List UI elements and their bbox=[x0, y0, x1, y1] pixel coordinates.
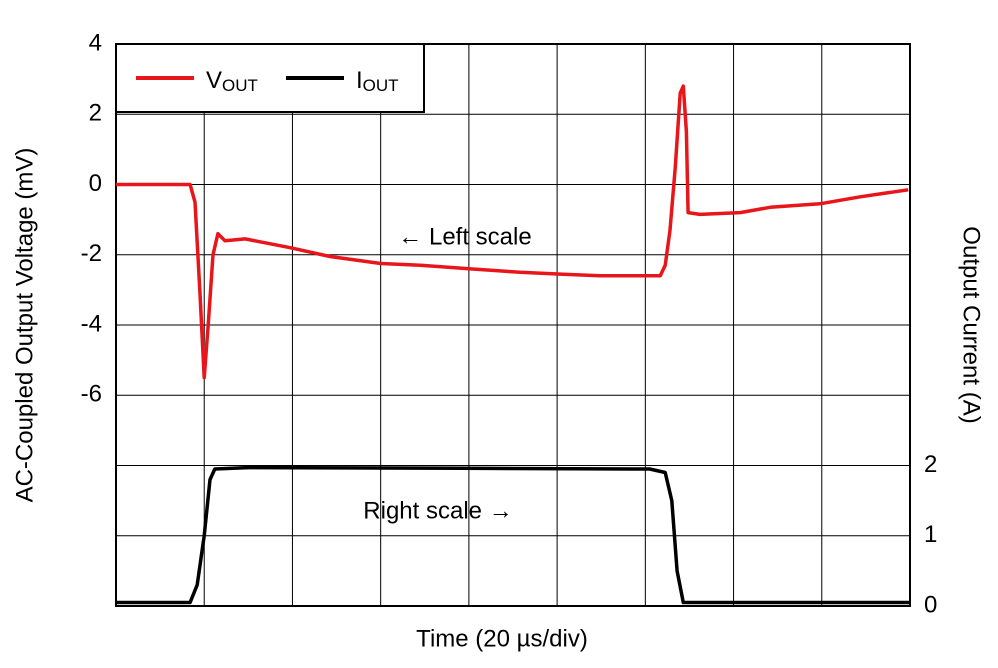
y-tick-label: 2 bbox=[89, 100, 102, 127]
data-line bbox=[116, 84, 909, 380]
y2-tick-label: 0 bbox=[924, 591, 937, 618]
y-tick-label: 4 bbox=[89, 29, 102, 56]
plot-frame bbox=[115, 43, 911, 607]
y2-tick-label: 1 bbox=[924, 521, 937, 548]
y-tick-label: -4 bbox=[81, 310, 102, 337]
legend-label: IOUT bbox=[356, 67, 399, 95]
annotation: ← Left scale bbox=[398, 223, 531, 250]
y2-axis-label: Output Current (A) bbox=[958, 226, 985, 423]
annotation: Right scale → bbox=[363, 497, 512, 524]
y-tick-label: 0 bbox=[89, 170, 102, 197]
y-tick-label: -2 bbox=[81, 240, 102, 267]
y-tick-label: -6 bbox=[81, 381, 102, 408]
data-line bbox=[116, 465, 910, 605]
y-axis-label: AC-Coupled Output Voltage (mV) bbox=[11, 148, 38, 503]
legend-label: VOUT bbox=[206, 67, 258, 95]
y2-tick-label: 2 bbox=[924, 451, 937, 478]
x-axis-label: Time (20 µs/div) bbox=[416, 625, 588, 652]
